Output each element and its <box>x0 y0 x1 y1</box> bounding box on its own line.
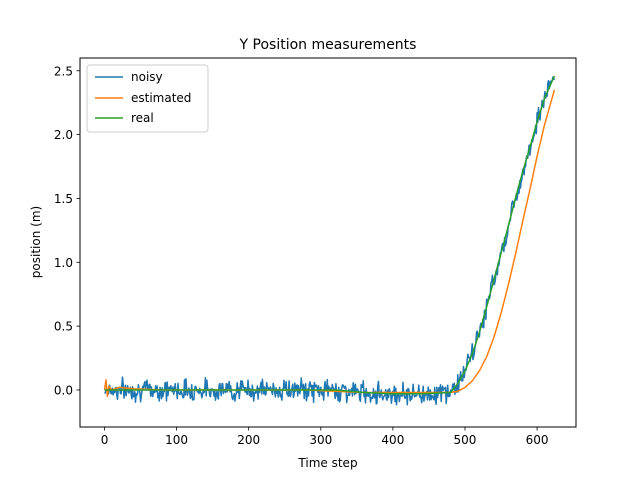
x-tick-label: 600 <box>526 433 549 447</box>
y-tick-label: 0.5 <box>54 320 73 334</box>
x-axis-title: Time step <box>297 456 357 470</box>
y-tick-label: 0.0 <box>54 383 73 397</box>
legend: noisy estimated real <box>86 64 209 133</box>
legend-label-estimated: estimated <box>131 91 191 105</box>
plot-frame <box>79 57 577 428</box>
legend-label-real: real <box>131 111 154 125</box>
plot-lines <box>103 75 556 406</box>
y-tick-label: 2.5 <box>54 64 73 78</box>
chart-title: Y Position measurements <box>239 37 417 53</box>
x-tick-label: 0 <box>101 433 109 447</box>
series-line-estimated <box>103 89 556 398</box>
legend-label-noisy: noisy <box>131 70 163 84</box>
x-tick-label: 100 <box>165 433 188 447</box>
y-axis-title: position (m) <box>29 206 43 278</box>
series-line-noisy <box>104 76 556 406</box>
legend-box <box>86 64 209 133</box>
x-tick-label: 300 <box>309 433 332 447</box>
x-tick-label: 200 <box>237 433 260 447</box>
y-tick-label: 1.0 <box>54 256 73 270</box>
y-tick-label: 2.0 <box>54 128 73 142</box>
y-tick-label: 1.5 <box>54 192 73 206</box>
series-line-real <box>104 75 556 395</box>
x-tick-label: 400 <box>381 433 404 447</box>
x-axis-ticks: 0 100 200 300 400 500 600 <box>101 427 549 447</box>
y-axis-ticks: 0.0 0.5 1.0 1.5 2.0 2.5 <box>54 64 80 397</box>
x-tick-label: 500 <box>454 433 477 447</box>
